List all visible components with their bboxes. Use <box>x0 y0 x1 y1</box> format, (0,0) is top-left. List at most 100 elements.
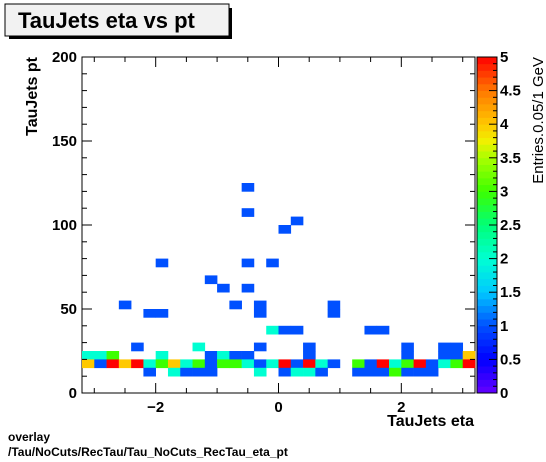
heatmap-bin <box>290 325 304 335</box>
palette-tick-label: 1.5 <box>500 284 521 301</box>
palette-step <box>477 332 497 340</box>
heatmap-bin <box>290 359 304 369</box>
heatmap-bin <box>364 367 378 377</box>
palette-step <box>477 285 497 293</box>
color-palette: 0 0.5 1 1.5 2 2.5 3 3.5 4 4.5 5 <box>476 49 521 402</box>
palette-step <box>477 372 497 380</box>
y-tick-label: 100 <box>52 217 77 234</box>
heatmap-bin <box>389 367 402 377</box>
title-box <box>4 3 230 37</box>
heatmap-bin <box>401 351 414 360</box>
palette-step <box>477 171 497 179</box>
heatmap-bin <box>229 359 242 369</box>
palette-step <box>477 312 497 320</box>
palette-step <box>477 352 497 360</box>
heatmap-bin <box>413 359 427 369</box>
heatmap-bins <box>82 183 476 377</box>
palette-step <box>477 77 497 85</box>
heatmap-bin <box>315 367 328 377</box>
palette-step <box>477 211 497 219</box>
title-box-shadow <box>229 8 232 38</box>
footer-overlay: overlay <box>8 430 51 444</box>
heatmap-bin <box>389 359 402 369</box>
heatmap-bin <box>364 359 378 369</box>
palette-step <box>477 251 497 259</box>
palette-step <box>477 305 497 313</box>
heatmap-bin <box>364 325 378 335</box>
chart-title: TauJets eta vs pt <box>18 8 196 33</box>
heatmap-bin <box>82 359 95 369</box>
heatmap-bin <box>241 351 255 360</box>
heatmap-bin <box>266 258 279 268</box>
heatmap-bin <box>438 359 451 369</box>
heatmap-bin <box>131 342 144 352</box>
heatmap-bin <box>143 367 156 377</box>
heatmap-bin <box>204 275 218 285</box>
x-axis-label: TauJets eta <box>387 413 474 430</box>
heatmap-bin <box>253 359 267 369</box>
x-tick-label: 2 <box>397 399 405 416</box>
palette-step <box>477 177 497 186</box>
palette-tick-label: 3 <box>500 183 508 200</box>
palette-step <box>477 198 497 206</box>
palette-step <box>477 57 497 65</box>
heatmap-bin <box>155 309 169 318</box>
palette-tick-label: 4 <box>500 116 509 133</box>
heatmap-bin <box>241 183 255 192</box>
heatmap-bin <box>217 359 230 369</box>
palette-step <box>477 292 497 300</box>
heatmap-bin <box>278 367 292 377</box>
heatmap-bin <box>290 367 304 377</box>
heatmap-bin <box>303 342 316 352</box>
palette-step <box>477 258 497 266</box>
heatmap-bin <box>155 351 169 360</box>
heatmap-bin <box>413 367 427 377</box>
heatmap-bin <box>278 359 292 369</box>
heatmap-bin <box>94 351 107 360</box>
y-tick-label: 50 <box>60 301 77 318</box>
heatmap-bin <box>167 367 181 377</box>
y-tick-label: 0 <box>69 385 77 402</box>
heatmap-bin <box>401 359 414 369</box>
palette-step <box>477 184 497 192</box>
heatmap-bin <box>278 225 292 234</box>
heatmap-bin <box>303 359 316 369</box>
palette-step <box>477 117 497 125</box>
heatmap-bin <box>155 258 169 268</box>
heatmap-bin <box>450 351 464 360</box>
palette-step <box>477 238 497 246</box>
heatmap-bin <box>143 309 156 318</box>
heatmap-bin <box>131 359 144 369</box>
heatmap-bin <box>229 300 242 310</box>
palette-step <box>477 151 497 159</box>
heatmap-bin <box>192 367 206 377</box>
palette-step <box>477 345 497 354</box>
heatmap-bin <box>241 359 255 369</box>
heatmap-bin <box>192 359 206 369</box>
palette-step <box>477 124 497 132</box>
palette-step <box>477 386 497 394</box>
x-tick-label: 0 <box>274 399 282 416</box>
heatmap-bin <box>425 359 439 369</box>
heatmap-bin <box>327 359 341 369</box>
palette-step <box>477 191 497 199</box>
heatmap-bin <box>303 367 316 377</box>
palette-step <box>477 144 497 152</box>
palette-step <box>477 157 497 165</box>
palette-tick-label: 3.5 <box>500 150 521 167</box>
palette-step <box>477 231 497 239</box>
heatmap-bin <box>266 325 279 335</box>
heatmap-bin <box>303 351 316 360</box>
heatmap-bin <box>204 367 218 377</box>
palette-step <box>477 319 497 327</box>
heatmap-bin <box>278 325 292 335</box>
palette-step <box>477 366 497 374</box>
palette-step <box>477 130 497 139</box>
heatmap-bin <box>241 283 255 293</box>
palette-step <box>477 359 497 367</box>
palette-tick-label: 2.5 <box>500 217 521 234</box>
heatmap-bin <box>143 359 156 369</box>
title-box-shadow-bottom <box>9 36 232 39</box>
heatmap-bin <box>401 367 414 377</box>
y-tick-label: 200 <box>52 49 77 66</box>
